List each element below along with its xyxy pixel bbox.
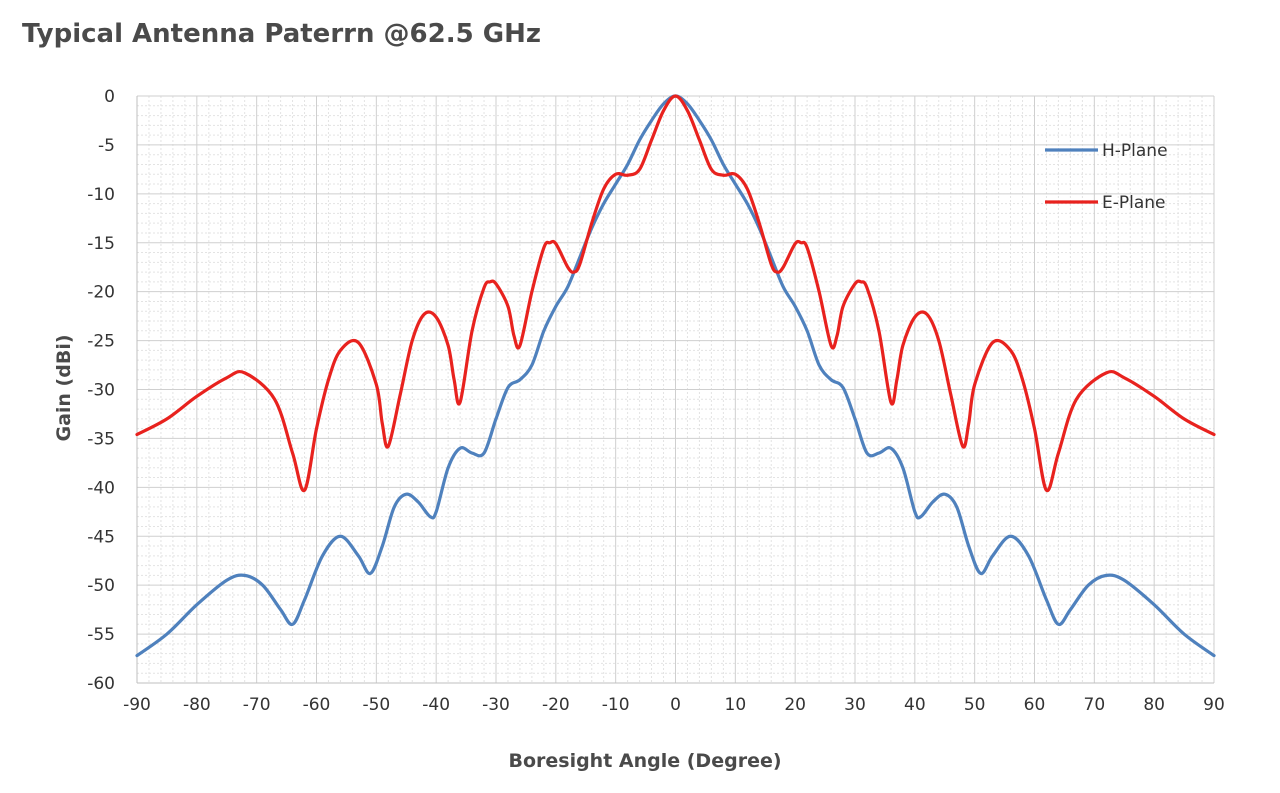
x-tick-label: 0 bbox=[670, 695, 681, 715]
x-tick-label: 20 bbox=[784, 695, 806, 715]
y-tick-label: -20 bbox=[87, 283, 115, 303]
x-tick-label: -60 bbox=[303, 695, 331, 715]
y-tick-label: 0 bbox=[104, 87, 115, 107]
y-tick-label: -45 bbox=[87, 527, 115, 547]
y-tick-label: -5 bbox=[98, 136, 115, 156]
y-tick-label: -15 bbox=[87, 234, 115, 254]
y-tick-label: -40 bbox=[87, 478, 115, 498]
tick-labels: -90 -80 -70 -60 -50 -40 -30 -20 -10 0 10 20 30 40 50 60… bbox=[87, 87, 1225, 715]
x-tick-label: 60 bbox=[1024, 695, 1046, 715]
x-tick-label: -70 bbox=[243, 695, 271, 715]
x-tick-label: -10 bbox=[602, 695, 630, 715]
legend-label-h-plane: H-Plane bbox=[1102, 141, 1168, 161]
y-tick-label: -55 bbox=[87, 625, 115, 645]
x-tick-label: -50 bbox=[362, 695, 390, 715]
x-axis-label: Boresight Angle (Degree) bbox=[508, 750, 781, 772]
x-tick-label: 50 bbox=[964, 695, 986, 715]
chart-title: Typical Antenna Paterrn @62.5 GHz bbox=[22, 19, 541, 49]
legend-label-e-plane: E-Plane bbox=[1102, 193, 1166, 213]
grid bbox=[136, 95, 1215, 684]
x-tick-label: 10 bbox=[725, 695, 747, 715]
y-tick-label: -10 bbox=[87, 185, 115, 205]
y-axis-label: Gain (dBi) bbox=[53, 334, 75, 441]
x-tick-label: 30 bbox=[844, 695, 866, 715]
y-tick-label: -35 bbox=[87, 429, 115, 449]
y-tick-label: -30 bbox=[87, 381, 115, 401]
x-tick-label: -80 bbox=[183, 695, 211, 715]
legend: H-Plane E-Plane bbox=[1045, 141, 1168, 213]
x-tick-label: 80 bbox=[1143, 695, 1165, 715]
x-tick-label: 70 bbox=[1084, 695, 1106, 715]
y-tick-label: -25 bbox=[87, 332, 115, 352]
x-tick-label: -40 bbox=[422, 695, 450, 715]
x-tick-label: -20 bbox=[542, 695, 570, 715]
y-tick-label: -50 bbox=[87, 576, 115, 596]
series-lines bbox=[135, 94, 1216, 658]
series-line-e-plane bbox=[135, 94, 1216, 493]
x-tick-label: 40 bbox=[904, 695, 926, 715]
x-tick-label: 90 bbox=[1203, 695, 1225, 715]
x-tick-label: -90 bbox=[123, 695, 151, 715]
x-tick-label: -30 bbox=[482, 695, 510, 715]
y-tick-label: -60 bbox=[87, 674, 115, 694]
